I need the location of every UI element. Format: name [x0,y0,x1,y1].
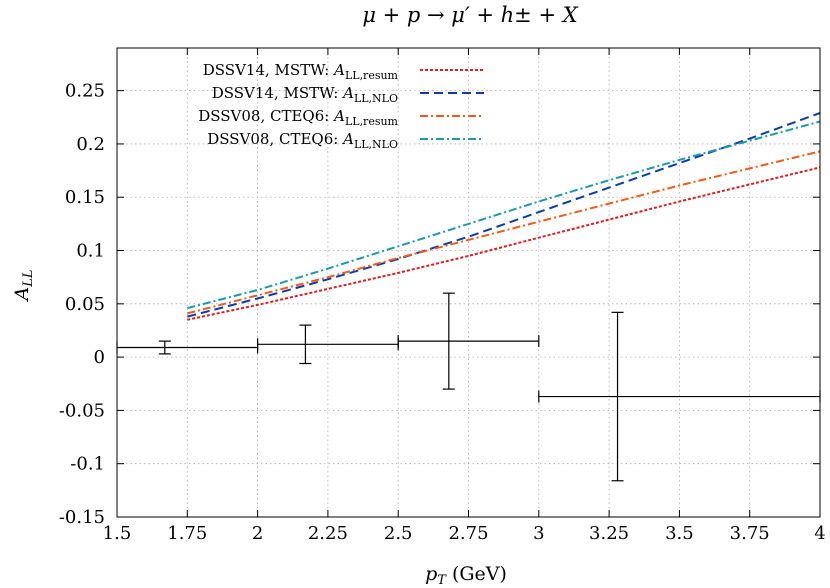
legend-label-prefix: DSSV08, CTEQ6: [198,107,334,125]
x-tick-label: 3.75 [730,523,770,544]
y-axis-var: A [11,287,33,303]
legend-label: DSSV08, CTEQ6: ALL,resum [198,107,398,128]
x-tick-label: 3.25 [589,523,629,544]
y-tick-label: 0 [94,347,105,368]
legend-label-var: A [332,107,345,125]
series-line [187,150,821,315]
data-point [116,340,259,355]
x-axis-title: pT (GeV) [425,563,507,588]
data-point [257,324,399,365]
chart-title: μ + p → μ′ + h± + X [362,3,578,27]
y-tick-label: 0.15 [65,187,105,208]
x-tick-label: 2.75 [448,523,488,544]
y-axis-title: ALL [11,270,36,303]
series-layer [187,112,821,321]
legend-label-prefix: DSSV14, MSTW: [203,61,334,79]
x-tick-label: 1.75 [167,523,207,544]
y-tick-label: 0.25 [65,81,105,102]
legend-label-var: A [341,130,354,148]
x-tick-label: 3.5 [665,523,694,544]
legend-label-sub: LL,NLO [354,138,398,151]
legend-label-prefix: DSSV08, CTEQ6: [207,130,343,148]
data-points [116,292,821,482]
data-point [538,311,821,482]
legend-label-prefix: DSSV14, MSTW: [212,84,343,102]
x-tick-label: 2.25 [308,523,348,544]
y-tick-label: -0.1 [70,454,105,475]
y-tick-label: -0.15 [59,507,105,528]
x-tick-label: 2.5 [384,523,413,544]
x-tick-label: 2 [252,523,263,544]
y-tick-label: 0.05 [65,294,105,315]
series-line [187,120,821,310]
legend-label-sub: LL,resum [345,69,399,82]
x-axis-unit: (GeV) [452,563,507,585]
x-tick-label: 3 [533,523,544,544]
x-axis-sub: T [437,573,447,588]
x-axis-var: p [425,563,437,585]
legend-label-sub: LL,NLO [354,92,398,105]
legend-label: DSSV08, CTEQ6: ALL,NLO [207,130,398,151]
x-tick-label: 4 [814,523,825,544]
y-tick-label: 0.1 [76,241,105,262]
y-tick-label: 0.2 [76,134,105,155]
y-axis-sub: LL [21,270,36,288]
series-line [187,166,821,321]
grid [117,48,820,517]
legend-label-var: A [341,84,354,102]
legend-label: DSSV14, MSTW: ALL,NLO [212,84,398,105]
legend-label-var: A [332,61,345,79]
axis-ticks: 1.5 1.75 2 2.25 2.5 2.75 3 3.25 3.5 3.75 4 -0.15 -0.… [59,48,826,544]
data-point [397,292,540,390]
legend-label-sub: LL,resum [345,115,399,128]
x-tick-label: 1.5 [103,523,132,544]
y-tick-label: -0.05 [59,400,105,421]
legend-label: DSSV14, MSTW: ALL,resum [203,61,399,82]
